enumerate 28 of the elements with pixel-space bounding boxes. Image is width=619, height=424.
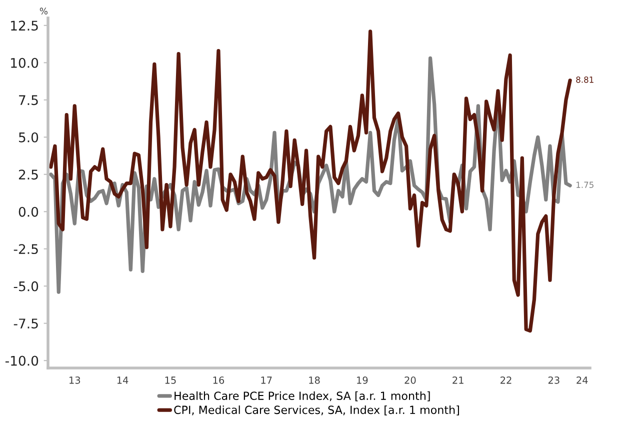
annotation: 8.81 — [576, 76, 594, 83]
x-tick-label: 16 — [213, 376, 224, 384]
x-tick-label: 23 — [548, 376, 560, 384]
y-tick-label: -10.0 — [5, 356, 38, 366]
y-tick-label: 5.0 — [19, 132, 38, 142]
y-tick-label: 2.5 — [18, 170, 38, 180]
y-tick-label: 7.5 — [19, 95, 38, 106]
y-tick-label: -7.5 — [14, 318, 38, 329]
x-tick-label: 22 — [500, 376, 512, 384]
y-axis-title: % — [40, 8, 48, 14]
x-tick-label: 14 — [117, 376, 128, 384]
x-tick-label: 18 — [309, 376, 320, 384]
x-tick-label: 19 — [357, 376, 368, 384]
legend-label: Health Care PCE Price Index, SA [a.r. 1 month] — [174, 391, 430, 402]
x-tick-label: 24 — [576, 376, 588, 384]
y-tick-label: 0.0 — [18, 206, 38, 217]
y-tick-label: -5.0 — [14, 281, 38, 292]
x-tick-label: 15 — [165, 376, 176, 384]
x-tick-label: 13 — [70, 376, 80, 384]
x-tick-label: 17 — [261, 376, 272, 384]
y-tick-label: -2.5 — [14, 244, 38, 254]
y-tick-label: 12.5 — [11, 20, 38, 31]
line-series — [49, 30, 572, 333]
y-tick-label: 10.0 — [11, 58, 38, 68]
annotation: 1.75 — [576, 182, 594, 188]
x-tick-label: 21 — [452, 376, 464, 384]
legend-label: CPI, Medical Care Services, SA, Index [a.r. 1 month] — [174, 405, 459, 416]
x-tick-label: 20 — [404, 376, 416, 384]
